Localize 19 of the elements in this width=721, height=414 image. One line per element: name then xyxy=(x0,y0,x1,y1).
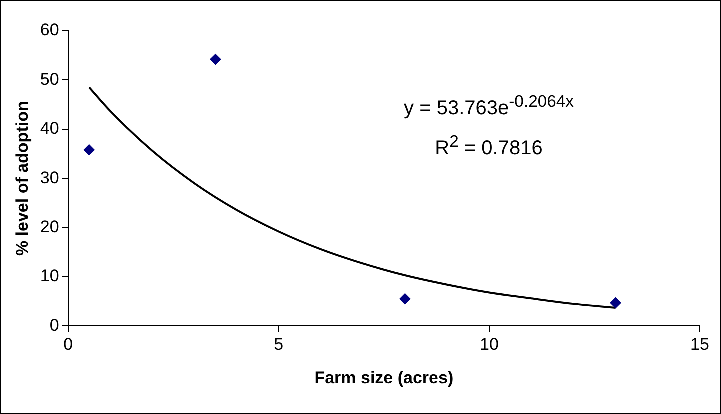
y-tick-label: 30 xyxy=(40,168,60,188)
y-tick-label: 20 xyxy=(40,217,60,236)
y-axis-title: % level of adoption xyxy=(12,101,32,256)
y-tick-label: 50 xyxy=(40,70,60,89)
y-tick-label: 10 xyxy=(40,266,60,286)
point xyxy=(400,294,411,305)
x-tick-label: 15 xyxy=(690,335,710,354)
x-axis-title: Farm size (acres) xyxy=(314,368,454,388)
y-tick-label: 0 xyxy=(50,316,60,335)
x-tick-label: 0 xyxy=(64,335,74,354)
point xyxy=(610,298,622,309)
y-tick-label: 60 xyxy=(40,20,60,40)
point xyxy=(84,144,95,156)
point xyxy=(210,54,222,66)
y-tick-label: 40 xyxy=(40,119,60,138)
x-tick-label: 5 xyxy=(274,335,284,354)
x-tick-label: 10 xyxy=(480,335,499,354)
annotation: y = 53.763e$^{-0.2064x}$ xyxy=(404,92,574,121)
annotation: R$^{2}$ = 0.7816 xyxy=(435,132,543,161)
